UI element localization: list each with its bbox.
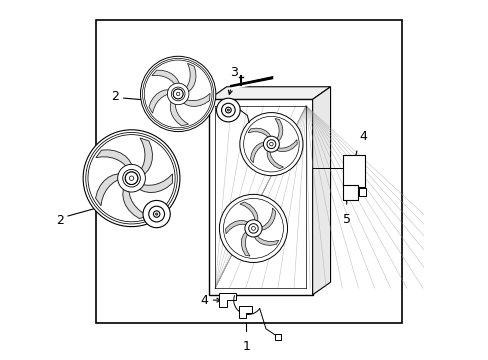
Circle shape: [122, 170, 140, 187]
Circle shape: [142, 58, 213, 130]
Polygon shape: [181, 93, 210, 107]
Text: 4: 4: [358, 130, 366, 143]
Polygon shape: [274, 118, 283, 142]
Text: 2: 2: [56, 214, 63, 227]
Polygon shape: [241, 231, 249, 256]
Polygon shape: [253, 235, 278, 246]
Circle shape: [225, 107, 231, 113]
Text: 3: 3: [149, 168, 157, 181]
Circle shape: [248, 224, 258, 233]
Circle shape: [129, 176, 133, 180]
Polygon shape: [95, 174, 123, 206]
Circle shape: [266, 140, 275, 149]
Circle shape: [148, 206, 164, 222]
Polygon shape: [152, 70, 180, 87]
Polygon shape: [275, 140, 297, 152]
Circle shape: [155, 213, 158, 215]
Circle shape: [243, 116, 299, 172]
Polygon shape: [208, 87, 330, 99]
Circle shape: [144, 60, 212, 128]
Circle shape: [83, 130, 180, 226]
Circle shape: [251, 226, 255, 230]
Circle shape: [125, 172, 138, 185]
Polygon shape: [239, 306, 251, 318]
Circle shape: [167, 83, 188, 105]
Circle shape: [227, 109, 229, 111]
Circle shape: [142, 201, 170, 228]
Polygon shape: [96, 150, 133, 169]
Polygon shape: [149, 90, 171, 113]
Circle shape: [269, 142, 273, 146]
Bar: [274, 334, 281, 339]
Polygon shape: [170, 99, 188, 126]
Circle shape: [140, 56, 215, 132]
Polygon shape: [219, 293, 235, 307]
Circle shape: [118, 165, 145, 192]
Circle shape: [153, 211, 160, 217]
Polygon shape: [312, 87, 330, 295]
Polygon shape: [266, 150, 283, 169]
Circle shape: [176, 92, 180, 96]
Circle shape: [173, 89, 183, 99]
Circle shape: [221, 103, 235, 117]
Polygon shape: [247, 128, 270, 138]
Polygon shape: [250, 142, 264, 163]
Circle shape: [85, 132, 177, 224]
Circle shape: [239, 113, 303, 176]
Polygon shape: [136, 174, 172, 193]
Polygon shape: [122, 185, 148, 219]
Circle shape: [244, 220, 262, 237]
Circle shape: [263, 136, 279, 152]
Circle shape: [88, 135, 175, 222]
Circle shape: [173, 89, 183, 99]
Circle shape: [125, 172, 138, 185]
Circle shape: [219, 194, 287, 262]
Polygon shape: [260, 208, 275, 230]
Circle shape: [216, 98, 240, 122]
Bar: [359, 188, 365, 196]
Polygon shape: [240, 202, 258, 222]
Polygon shape: [184, 63, 196, 93]
Bar: [343, 185, 357, 200]
Text: 5: 5: [342, 213, 350, 226]
Bar: [208, 99, 312, 295]
Circle shape: [223, 198, 283, 258]
Polygon shape: [139, 138, 152, 176]
Polygon shape: [225, 220, 248, 234]
Text: 3: 3: [229, 66, 237, 78]
Circle shape: [171, 87, 184, 101]
Bar: [96, 21, 402, 323]
Text: 1: 1: [242, 340, 250, 353]
Bar: [343, 155, 364, 187]
Text: 4: 4: [200, 294, 208, 307]
Text: 2: 2: [111, 90, 119, 103]
